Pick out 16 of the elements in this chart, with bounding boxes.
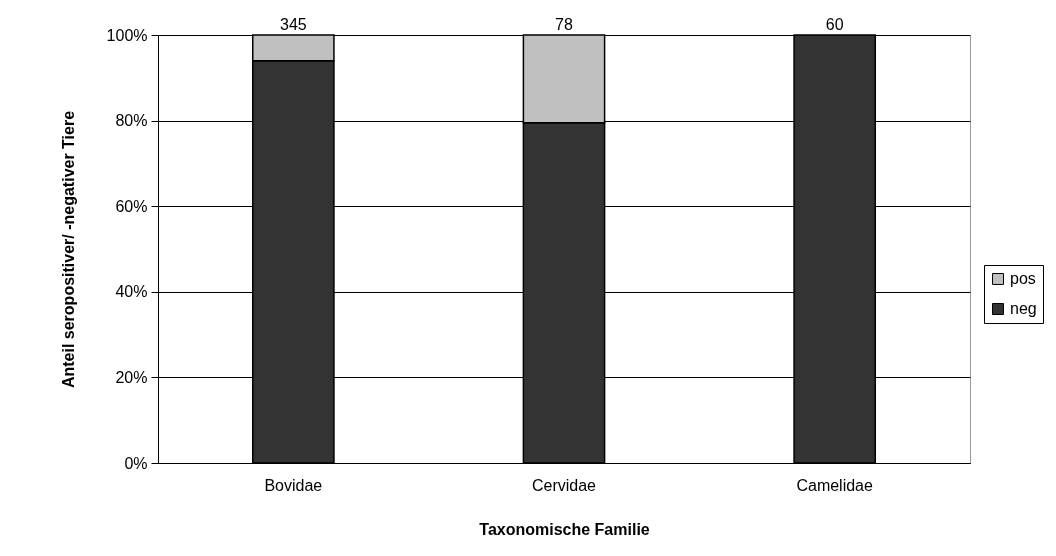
y-tick-label: 80%	[115, 112, 148, 130]
x-axis-title: Taxonomische Familie	[479, 520, 650, 538]
legend-label: pos	[1010, 270, 1036, 287]
annotation: 78	[555, 16, 573, 33]
y-tick-label: 20%	[115, 368, 148, 386]
annotation: 60	[825, 16, 844, 33]
y-tick-label: 60%	[115, 197, 148, 215]
annotation: 345	[279, 16, 307, 33]
y-axis-title: Anteil seropositiver/ -negativer Tiere	[59, 110, 77, 389]
x-tick-label: Bovidae	[264, 476, 323, 494]
y-tick-label: 100%	[106, 26, 148, 44]
x-tick-label: Cervidae	[531, 476, 597, 494]
legend-label: neg	[1010, 300, 1037, 317]
x-tick-label: Camelidae	[796, 476, 874, 494]
y-tick-label: 0%	[124, 454, 148, 472]
y-tick-label: 40%	[115, 283, 148, 301]
